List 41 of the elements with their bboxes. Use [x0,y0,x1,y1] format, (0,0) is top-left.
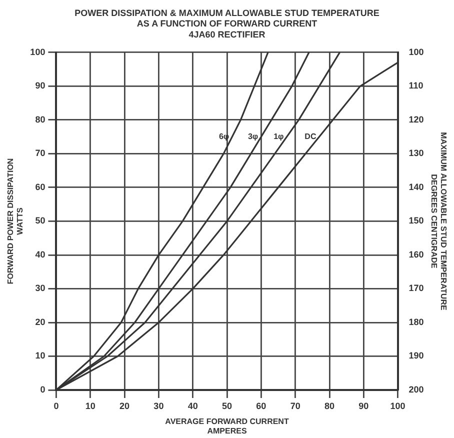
x-tick-label: 80 [324,400,334,411]
y-tick-label: 100 [30,46,46,57]
x-tick-label: 30 [154,400,164,411]
y2-tick-label: 180 [408,316,424,327]
y-tick-label: 70 [35,148,46,158]
y-tick-label: 90 [35,80,46,91]
x-tick-label: 20 [120,400,130,411]
x-tick-label: 60 [256,400,266,411]
y2-tick-label: 150 [408,216,424,226]
y-tick-label: 20 [35,316,46,327]
y2-axis-title: MAXIMUM ALLOWABLE STUD TEMPERATURE DEGREES CENTIGRADE [429,132,448,311]
series-label: 1φ [274,132,284,142]
series-label: DC [304,132,316,142]
x-axis-title: AVERAGE FORWARD CURRENT AMPERES [165,416,289,436]
y-tick-label: 50 [35,216,46,226]
y-tick-label: 40 [35,249,46,260]
y2-tick-label: 200 [408,384,424,394]
y2-tick-label: 120 [408,114,424,124]
x-tick-label: 0 [54,400,59,411]
y2-tick-label: 140 [408,182,424,192]
y-tick-label: 80 [35,114,46,124]
y2-tick-label: 170 [408,283,424,294]
y2-tick-label: 100 [408,46,424,57]
y-tick-label: 60 [35,182,46,192]
y2-tick-label: 110 [408,80,424,91]
x-tick-label: 10 [85,400,96,411]
x-tick-label: 50 [222,400,232,411]
series-label: 3φ [248,132,258,142]
y-axis-title: FORWARD POWER DISSIPATION WATTS [6,158,25,284]
x-tick-label: 70 [290,400,300,411]
y-tick-label: 30 [35,283,46,294]
y-tick-label: 0 [40,384,46,394]
x-tick-label: 100 [390,400,406,411]
y2-tick-label: 190 [408,350,424,361]
x-tick-label: 40 [188,400,198,411]
y2-tick-label: 130 [408,148,424,158]
x-tick-label: 90 [358,400,369,411]
y-tick-label: 10 [35,350,46,361]
chart-subtitle: 4JA60 RECTIFIER [188,29,266,40]
chart-title: POWER DISSIPATION & MAXIMUM ALLOWABLE STUD TEMPERATURE AS A FUNCTION OF FORWARD CURRENT [74,8,380,29]
y2-tick-label: 160 [408,249,424,260]
